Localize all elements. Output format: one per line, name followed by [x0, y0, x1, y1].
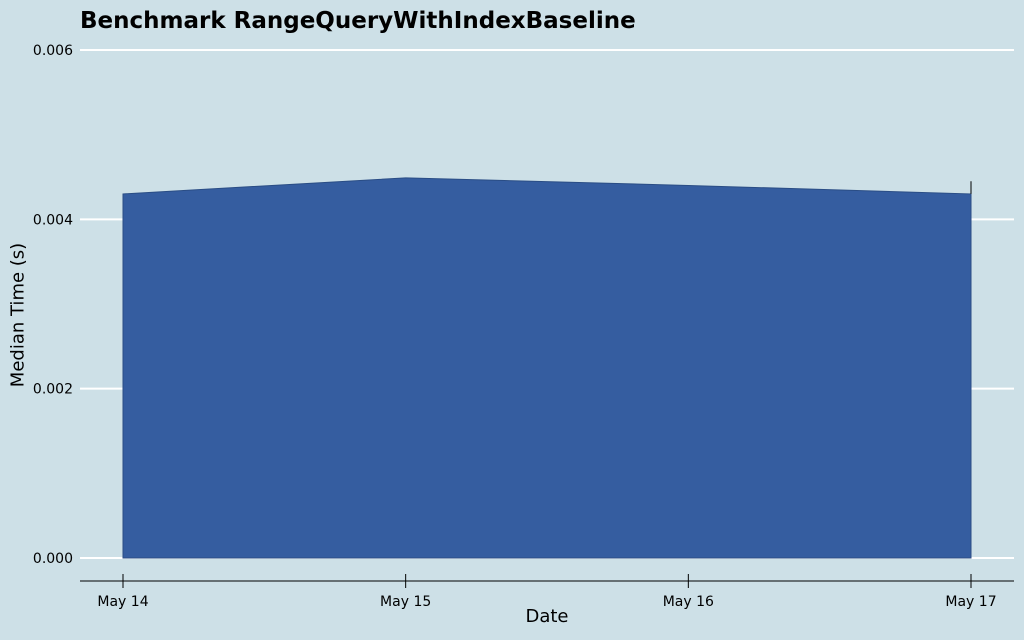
- area-fill: [122, 177, 972, 559]
- y-tick-label: 0.002: [33, 382, 73, 398]
- x-tick-label: May 16: [663, 594, 714, 610]
- x-tick-label: May 15: [380, 594, 431, 610]
- x-tick-label: May 14: [97, 594, 148, 610]
- x-tick-label: May 17: [945, 594, 996, 610]
- x-axis: May 14 May 15 May 16 May 17: [80, 574, 1014, 610]
- area-series: [122, 177, 972, 559]
- x-axis-label: Date: [525, 606, 569, 627]
- y-tick-label: 0.004: [33, 212, 73, 228]
- chart-title: Benchmark RangeQueryWithIndexBaseline: [80, 8, 636, 34]
- y-tick-label: 0.000: [33, 551, 73, 567]
- y-tick-labels: 0.000 0.002 0.004 0.006: [33, 43, 73, 567]
- y-tick-label: 0.006: [33, 43, 73, 59]
